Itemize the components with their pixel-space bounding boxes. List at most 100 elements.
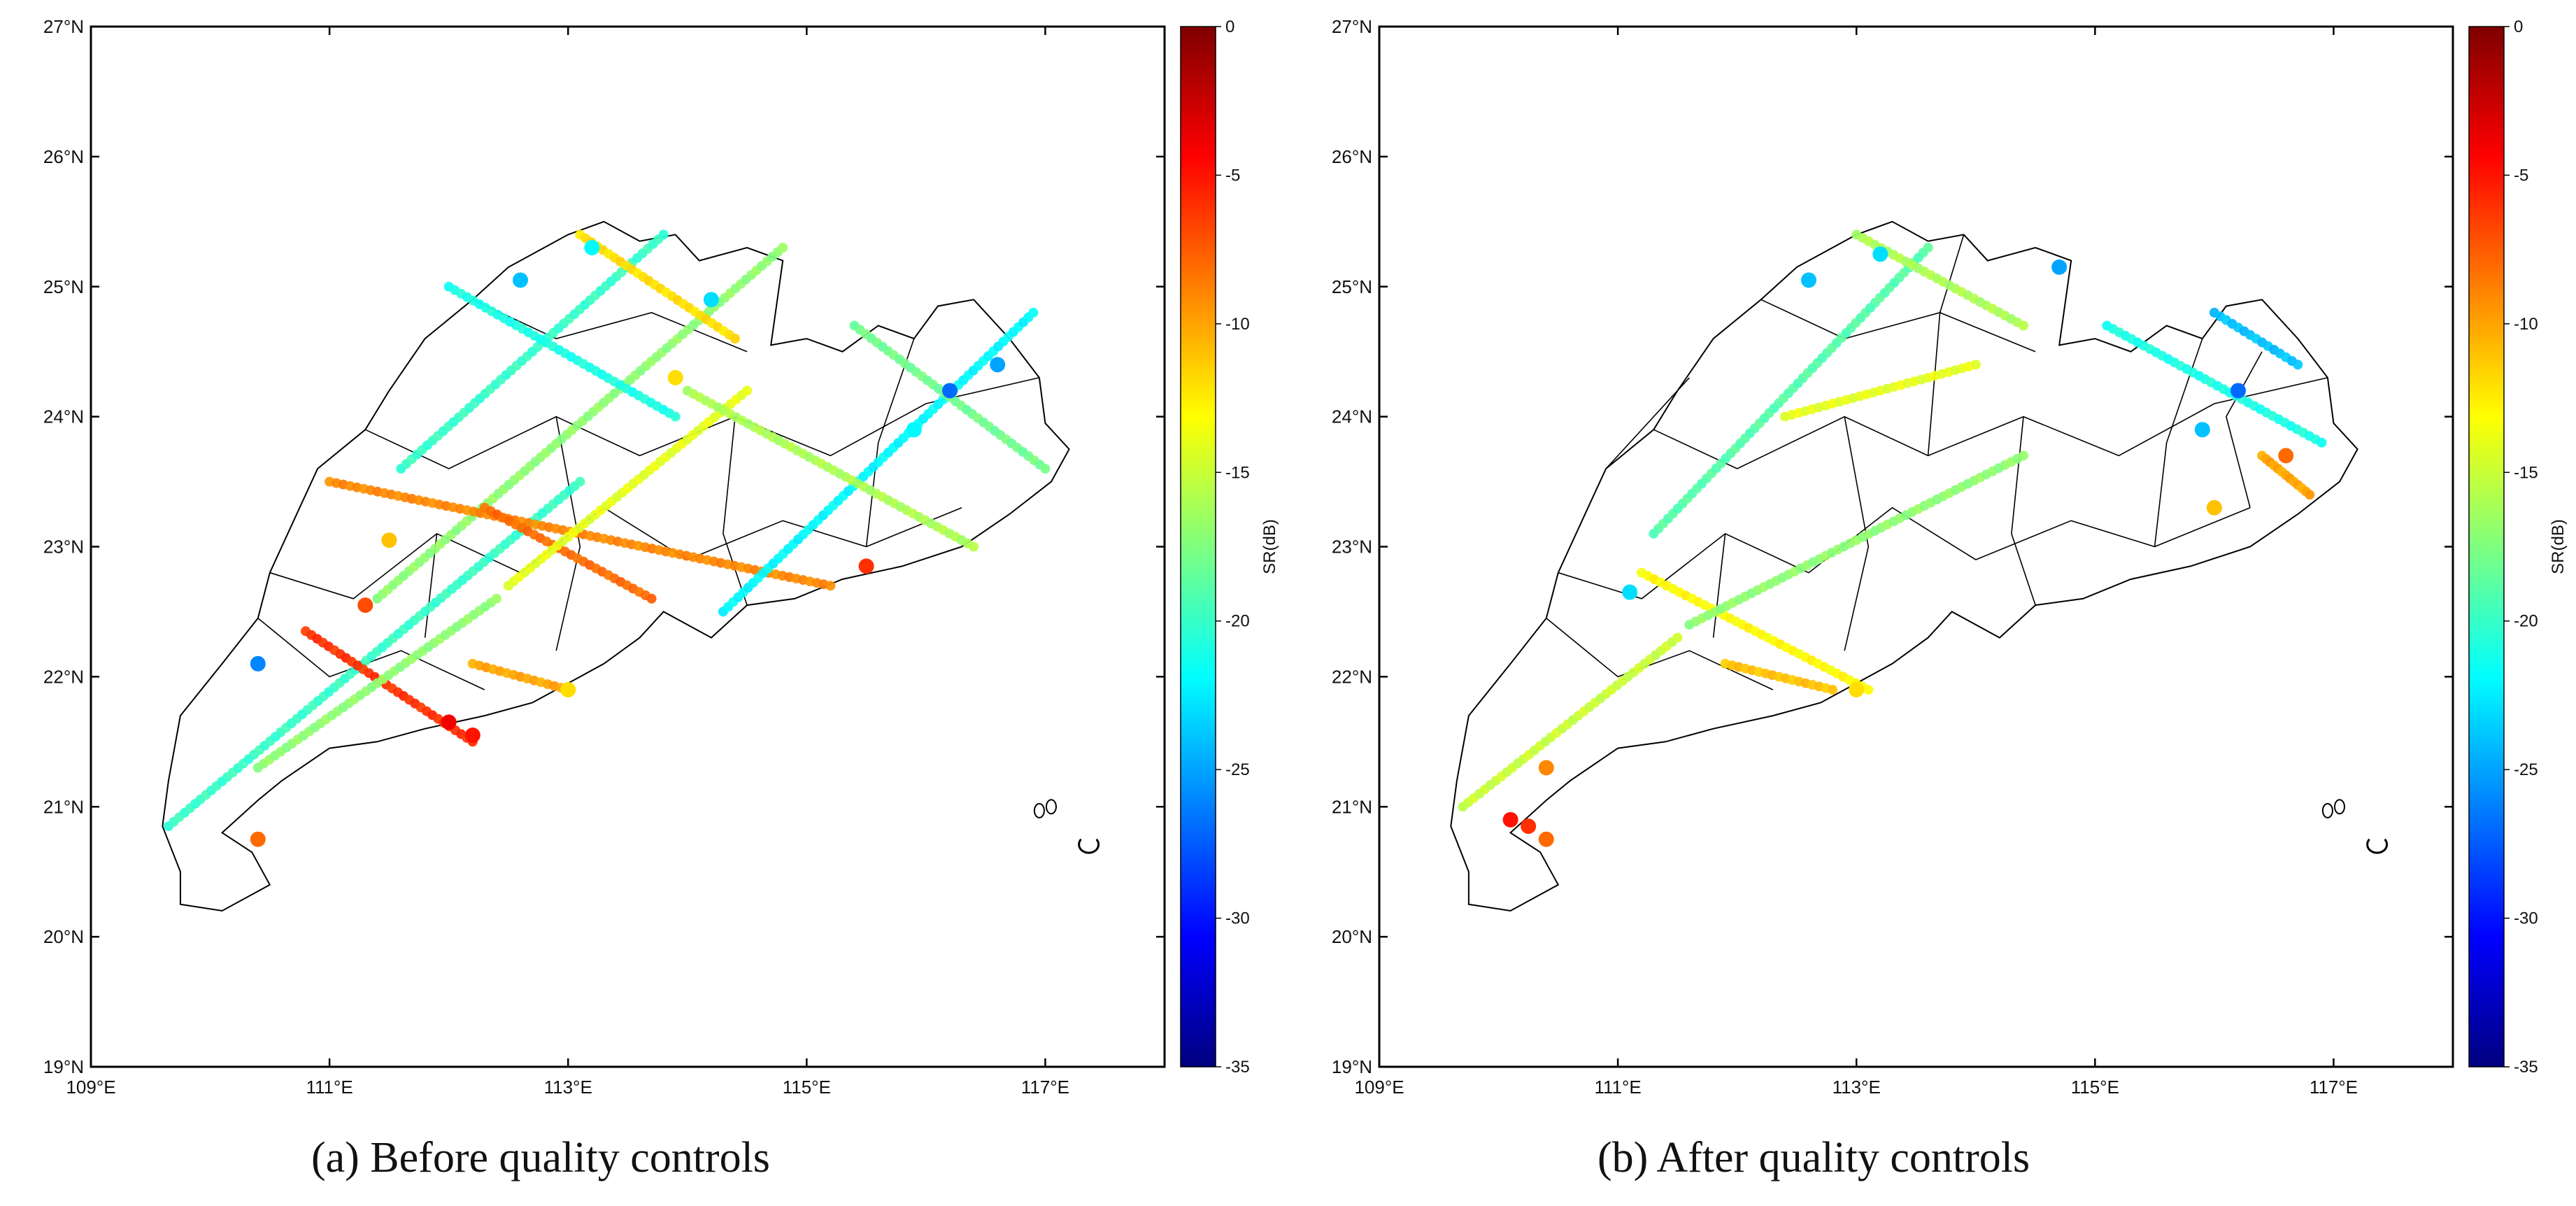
y-tick-label: 27°N	[1332, 16, 1372, 37]
sr-track-point	[1028, 307, 1039, 318]
sr-track-point	[730, 334, 740, 344]
sr-point	[667, 369, 683, 385]
sr-point	[560, 681, 576, 697]
colorbar-tick-label: -25	[2514, 760, 2538, 779]
county-boundary	[1760, 299, 2036, 353]
x-tick-label: 111°E	[306, 1077, 353, 1098]
colorbar-tick-label: -10	[1225, 315, 1250, 334]
sr-point	[1538, 760, 1554, 776]
y-tick-label: 26°N	[1332, 146, 1372, 167]
caption-after: (b) After quality controls	[1597, 1134, 2030, 1182]
county-boundary	[472, 299, 748, 353]
county-boundary	[1927, 234, 1965, 456]
sr-track-point	[2293, 360, 2303, 370]
sr-point	[906, 422, 922, 438]
sr-track-point	[2019, 320, 2028, 331]
province-outline	[1450, 220, 2358, 912]
sr-point	[2051, 259, 2068, 275]
sr-track-point	[658, 229, 669, 240]
county-boundary	[1546, 618, 1774, 690]
county-boundary	[1605, 377, 1690, 469]
y-tick-label: 22°N	[43, 666, 84, 687]
sr-point	[1538, 831, 1554, 847]
sr-track-point	[969, 541, 979, 552]
sr-point	[2230, 383, 2246, 399]
y-tick-label: 27°N	[43, 16, 84, 37]
y-tick-label: 21°N	[1332, 796, 1372, 817]
sr-track-point	[646, 593, 657, 604]
county-boundary	[865, 338, 915, 547]
colorbar-tick-label: -25	[1225, 760, 1250, 779]
sr-track-point	[2019, 451, 2028, 461]
y-tick-label: 19°N	[43, 1056, 84, 1077]
sr-track-point	[1040, 464, 1051, 474]
sr-point	[2206, 499, 2222, 516]
county-boundary	[1653, 377, 2328, 469]
sr-point	[1801, 272, 1816, 288]
island	[2366, 838, 2389, 854]
x-tick-label: 109°E	[1354, 1077, 1404, 1098]
county-boundary	[1844, 416, 1870, 651]
colorbar-tick-label: -15	[1225, 463, 1250, 482]
colorbar-tick-label: -35	[1225, 1058, 1250, 1077]
sr-point	[250, 655, 266, 672]
sr-track-point	[1970, 360, 1981, 370]
sr-point	[858, 558, 874, 574]
island	[1045, 799, 1057, 815]
colorbar-label: SR(dB)	[2549, 519, 2568, 574]
x-tick-label: 117°E	[2310, 1077, 2358, 1098]
y-tick-label: 20°N	[43, 926, 84, 947]
y-tick-label: 23°N	[1332, 537, 1372, 558]
x-tick-label: 117°E	[1021, 1077, 1069, 1098]
x-tick-label: 113°E	[1833, 1077, 1881, 1098]
sr-point	[381, 532, 397, 548]
map-area	[1379, 27, 2453, 1067]
sr-point	[2194, 422, 2210, 438]
y-tick-label: 25°N	[43, 276, 84, 297]
y-tick-label: 26°N	[43, 146, 84, 167]
county-boundary	[1558, 506, 2251, 600]
y-tick-label: 24°N	[1332, 406, 1372, 427]
sr-track-point	[1923, 243, 1933, 253]
map-before: 109°E 111°E 113°E 115°E 117°E 19°N 20°N 21°N 22°…	[43, 16, 1279, 1098]
sr-point	[1502, 811, 1518, 828]
county-boundary	[2226, 351, 2263, 508]
colorbar-tick-label: -10	[2514, 315, 2538, 334]
sr-track-point	[1828, 685, 1838, 695]
caption-before: (a) Before quality controls	[311, 1134, 770, 1182]
y-tick-label: 20°N	[1332, 926, 1372, 947]
sr-track-point	[778, 243, 788, 253]
y-tick-label: 25°N	[1332, 276, 1372, 297]
colorbar-tick-label: -30	[2514, 909, 2538, 928]
x-tick-label: 115°E	[2071, 1077, 2119, 1098]
map-after: 109°E 111°E 113°E 115°E 117°E 19°N 20°N 21°N 22°…	[1332, 16, 2568, 1098]
sr-point	[942, 383, 958, 399]
sr-track-point	[742, 385, 753, 396]
island	[2333, 799, 2345, 815]
sr-point	[441, 714, 457, 730]
sr-track-point	[670, 411, 681, 422]
sr-track-point	[1672, 632, 1683, 643]
sr-track-point	[825, 581, 836, 591]
sr-point	[1521, 818, 1537, 835]
colorbar-tick-label: 0	[1225, 17, 1234, 36]
y-tick-label: 22°N	[1332, 666, 1372, 687]
x-tick-label: 113°E	[544, 1077, 592, 1098]
sr-point	[250, 831, 266, 847]
sr-point	[513, 272, 528, 288]
colorbar	[2468, 26, 2505, 1067]
sr-point	[1849, 681, 1865, 697]
sr-point	[2278, 448, 2294, 464]
county-boundary	[1712, 533, 1726, 638]
y-tick-label: 23°N	[43, 537, 84, 558]
colorbar-tick-label: -35	[2514, 1058, 2538, 1077]
island	[2321, 802, 2333, 818]
colorbar-tick-label: -15	[2514, 463, 2538, 482]
y-tick-label: 21°N	[43, 796, 84, 817]
colorbar-tick-label: -5	[1225, 166, 1240, 185]
county-boundary	[723, 416, 748, 606]
sr-point	[357, 597, 373, 613]
sr-point	[584, 239, 600, 255]
island	[1033, 802, 1045, 818]
